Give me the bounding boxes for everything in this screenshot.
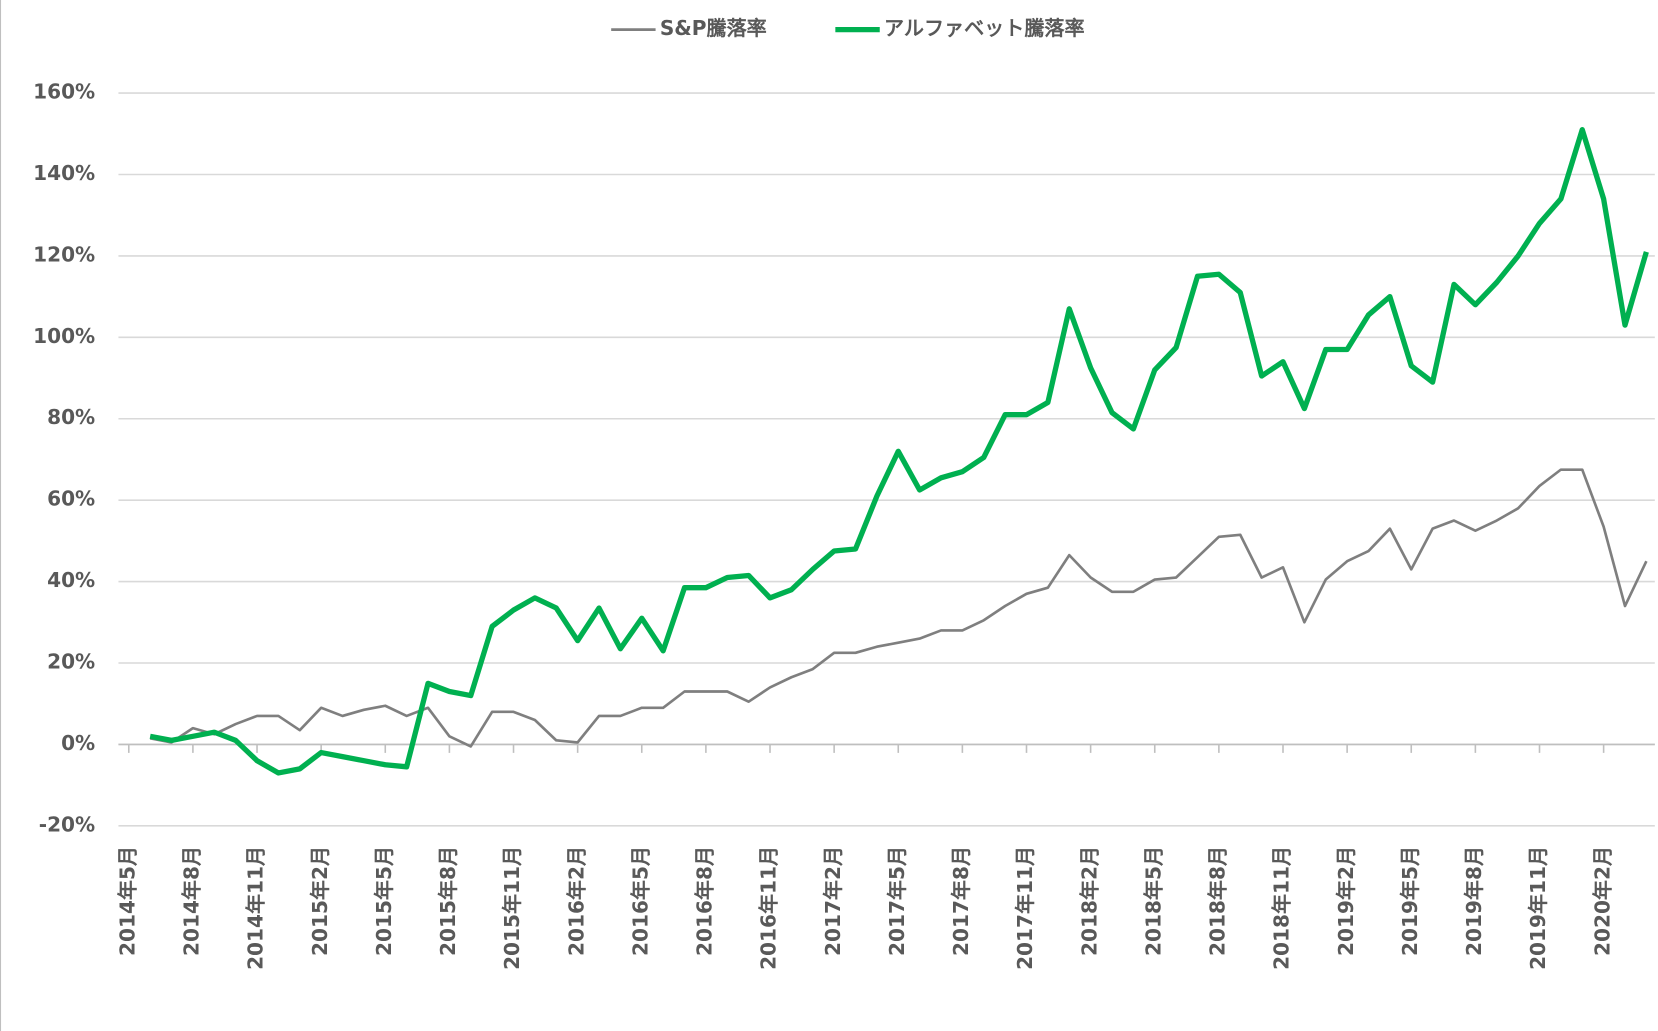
- x-tick-label: 2018年11月: [1270, 846, 1294, 970]
- x-tick-label: 2015年2月: [308, 846, 332, 956]
- x-tick-label: 2017年5月: [885, 846, 909, 956]
- x-tick-label: 2016年2月: [564, 846, 588, 956]
- x-tick-label: 2018年8月: [1206, 846, 1230, 956]
- x-tick-label: 2014年5月: [116, 846, 140, 956]
- x-tick-label: 2020年2月: [1590, 846, 1614, 956]
- y-tick-label: 120%: [33, 242, 95, 266]
- series-line: [149, 468, 1648, 748]
- x-tick-label: 2015年5月: [372, 846, 396, 956]
- x-tick-label: 2017年2月: [821, 846, 845, 956]
- legend-label: S&P騰落率: [660, 16, 767, 40]
- x-tick-label: 2018年5月: [1141, 846, 1165, 956]
- y-tick-label: 0%: [61, 731, 95, 755]
- x-tick-label: 2015年8月: [436, 846, 460, 956]
- x-tick-label: 2016年5月: [628, 846, 652, 956]
- y-tick-label: 80%: [47, 405, 95, 429]
- x-tick-label: 2019年2月: [1334, 846, 1358, 956]
- x-tick-label: 2017年8月: [949, 846, 973, 956]
- x-tick-label: 2015年11月: [500, 846, 524, 970]
- y-tick-label: -20%: [39, 812, 95, 836]
- x-tick-label: 2019年11月: [1526, 846, 1550, 970]
- x-tick-label: 2014年8月: [180, 846, 204, 956]
- x-tick-label: 2014年11月: [244, 846, 268, 970]
- y-tick-label: 20%: [47, 650, 95, 674]
- x-tick-label: 2016年8月: [693, 846, 717, 956]
- y-tick-label: 140%: [33, 161, 95, 185]
- y-tick-label: 60%: [47, 487, 95, 511]
- x-tick-label: 2018年2月: [1077, 846, 1101, 956]
- y-tick-label: 40%: [47, 568, 95, 592]
- y-tick-label: 100%: [33, 324, 95, 348]
- x-tick-label: 2016年11月: [757, 846, 781, 970]
- legend-label: アルファベット騰落率: [884, 16, 1085, 40]
- series-line: [149, 127, 1649, 776]
- x-tick-label: 2019年8月: [1462, 846, 1486, 956]
- y-tick-label: 160%: [33, 80, 95, 104]
- x-tick-label: 2017年11月: [1013, 846, 1037, 970]
- x-tick-label: 2019年5月: [1398, 846, 1422, 956]
